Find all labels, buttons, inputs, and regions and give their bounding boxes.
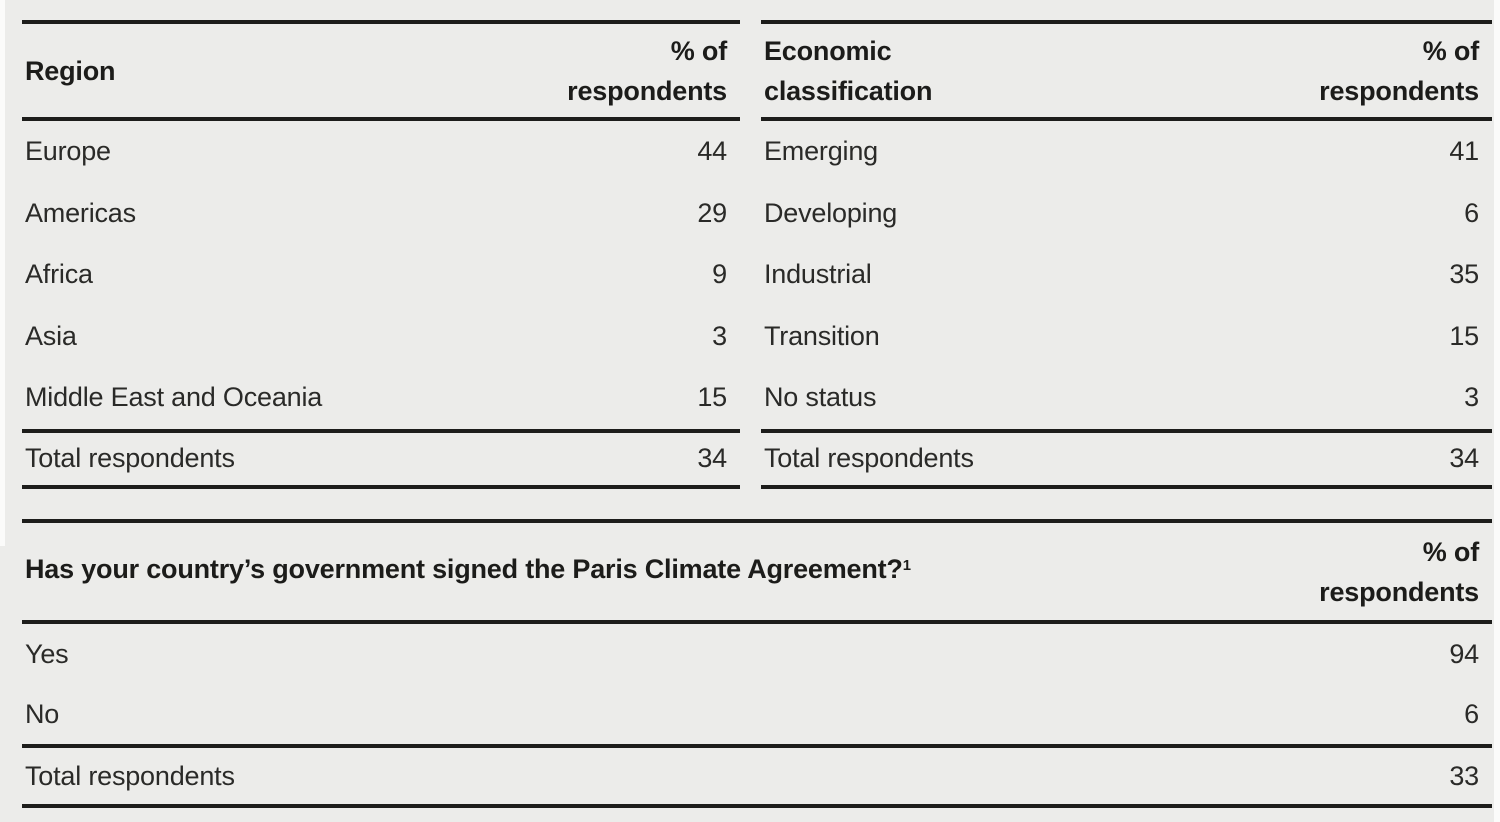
row-label: No status [764,382,877,413]
paris-question-text: Has your country’s government signed the… [25,554,903,584]
total-label: Total respondents [25,443,235,473]
total-value: 34 [1449,443,1479,473]
row-label: No [25,698,60,729]
total-label: Total respondents [764,443,974,473]
row-label: Industrial [764,259,872,290]
page-margin-right [1494,0,1500,822]
table-bottom-rule [22,484,740,489]
table-total-rule [22,744,1492,748]
column-header-percent-respondents: % of respondents [567,35,727,106]
column-header-percent-respondents: % of respondents [1319,35,1479,106]
paris-agreement-table: Has your country’s government signed the… [22,519,1492,808]
row-label: Developing [764,197,898,228]
table-row: Emerging 41 [761,121,1492,183]
table-top-rule [22,519,1492,523]
total-row: Total respondents 34 [22,433,740,485]
row-value: 41 [1449,136,1479,167]
table-top-rule [22,20,740,24]
row-label: Middle East and Oceania [25,382,323,413]
row-label: Transition [764,320,880,351]
row-value: 3 [712,320,727,351]
row-value: 35 [1449,259,1479,290]
table-top-rule [761,20,1492,24]
region-table: Region % of respondents Europe 44 Americ… [22,20,740,489]
row-value: 6 [1464,197,1479,228]
column-header-percent-respondents: % of respondents [1319,536,1479,607]
paris-question-header: Has your country’s government signed the… [25,549,911,594]
row-value: 29 [697,197,727,228]
table-row: Industrial 35 [761,244,1492,306]
row-label: Americas [25,197,136,228]
table-row: No status 3 [761,367,1492,429]
table-header-rule [761,117,1492,121]
row-label: Emerging [764,136,878,167]
table-bottom-rule [761,484,1492,489]
total-row: Total respondents 34 [761,433,1492,485]
table-row: Americas 29 [22,183,740,245]
table-total-rule [761,428,1492,433]
row-label: Europe [25,136,111,167]
economic-table-header: Economic classification % of respondents [761,24,1492,117]
footnote-marker: 1 [902,557,911,574]
row-value: 15 [1449,320,1479,351]
total-value: 34 [697,443,727,473]
table-row: Middle East and Oceania 15 [22,367,740,429]
row-value: 9 [712,259,727,290]
table-row: Europe 44 [22,121,740,183]
row-value: 44 [697,136,727,167]
paris-table-header: Has your country’s government signed the… [22,523,1492,620]
row-value: 15 [697,382,727,413]
page-margin-left [0,0,5,546]
table-row: Transition 15 [761,306,1492,368]
row-label: Yes [25,638,69,669]
table-row: Developing 6 [761,183,1492,245]
economic-classification-table: Economic classification % of respondents… [761,20,1492,489]
row-label: Asia [25,320,77,351]
total-row: Total respondents 33 [22,748,1492,804]
table-row: Asia 3 [22,306,740,368]
region-table-header: Region % of respondents [22,24,740,117]
table-bottom-rule [22,804,1492,808]
row-value: 6 [1464,698,1479,729]
table-header-rule [22,117,740,121]
row-label: Africa [25,259,93,290]
column-header-economic-classification: Economic classification [764,35,933,106]
column-header-region: Region [25,55,116,86]
total-label: Total respondents [25,760,235,791]
table-row: No 6 [22,684,1492,744]
table-row: Yes 94 [22,624,1492,684]
total-value: 33 [1449,760,1479,791]
row-value: 3 [1464,382,1479,413]
table-row: Africa 9 [22,244,740,306]
row-value: 94 [1449,638,1479,669]
table-total-rule [22,428,740,433]
table-header-rule [22,620,1492,624]
